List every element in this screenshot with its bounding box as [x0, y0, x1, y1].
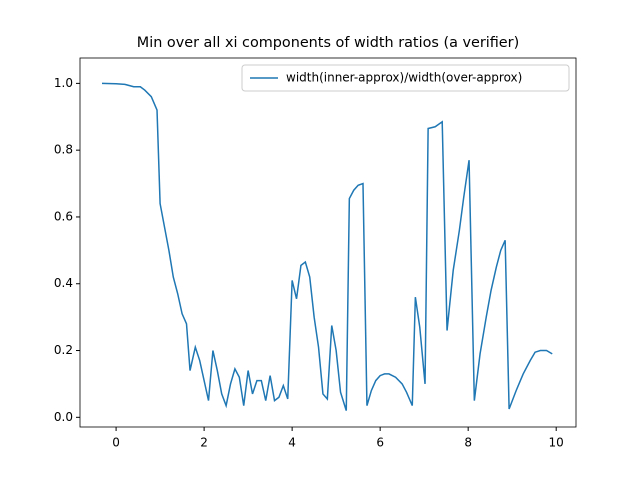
x-tick-label: 0 — [112, 436, 120, 450]
y-tick-label: 0.4 — [54, 276, 73, 290]
line — [101, 82, 553, 411]
y-tick-label: 0.6 — [54, 209, 73, 223]
y-tick-label: 1.0 — [54, 76, 73, 90]
chart-title: Min over all xi components of width rati… — [137, 35, 519, 51]
legend-label: width(inner-approx)/width(over-approx) — [286, 71, 522, 85]
y-tick-label: 0.8 — [54, 143, 73, 157]
plot-frame — [79, 57, 577, 428]
y-tick-label: 0.0 — [54, 410, 73, 424]
x-tick-label: 4 — [288, 436, 296, 450]
x-tick-label: 8 — [464, 436, 472, 450]
legend-box — [241, 64, 570, 92]
x-tick-label: 2 — [200, 436, 208, 450]
y-tick-label: 0.2 — [54, 343, 73, 357]
x-tick-label: 6 — [376, 436, 384, 450]
x-tick-label: 10 — [549, 436, 564, 450]
